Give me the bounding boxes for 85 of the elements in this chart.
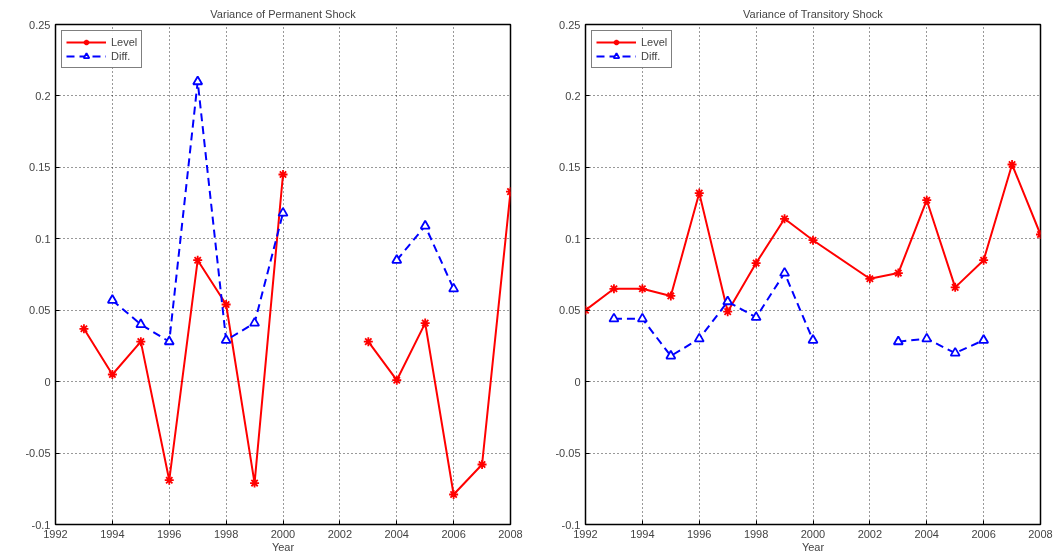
- x-tick-label: 2004: [384, 527, 409, 540]
- point: [277, 206, 289, 217]
- point: [106, 369, 118, 380]
- point: [921, 194, 933, 206]
- point: [362, 336, 374, 348]
- point: [864, 273, 876, 285]
- point: [892, 335, 904, 346]
- y-tick-label: 0.25: [29, 18, 51, 31]
- y-tick-label: 0.05: [29, 304, 51, 317]
- x-tick-label: 1994: [630, 527, 655, 540]
- point: [693, 332, 705, 343]
- y-tick-label: -0.05: [25, 447, 51, 460]
- point: [220, 334, 232, 344]
- x-tick-label: 2000: [800, 527, 826, 540]
- point: [419, 317, 431, 329]
- point: [722, 295, 734, 306]
- point: [636, 283, 648, 295]
- point: [949, 346, 961, 357]
- y-tick-label: 0: [574, 375, 581, 388]
- x-tick-label: 1998: [743, 527, 769, 540]
- chart-title: Variance of Permanent Shock: [210, 7, 357, 20]
- y-tick-label: 0.15: [29, 161, 51, 174]
- point: [807, 334, 819, 344]
- x-tick-label: 1998: [213, 527, 239, 540]
- x-tick-label: 2006: [971, 527, 996, 540]
- legend-label: Diff.: [111, 49, 131, 63]
- point: [665, 290, 677, 302]
- point: [665, 349, 677, 360]
- point: [722, 306, 734, 318]
- legend-label: Level: [641, 35, 668, 49]
- point: [476, 459, 488, 470]
- point: [779, 266, 790, 277]
- y-tick-label: 0.1: [35, 232, 51, 245]
- point: [135, 336, 147, 348]
- x-tick-label: 2002: [857, 527, 883, 540]
- x-tick-label: 2000: [270, 527, 296, 540]
- point: [750, 257, 762, 269]
- y-tick-label: 0.1: [565, 232, 581, 245]
- point: [391, 374, 403, 386]
- y-tick-label: 0.25: [559, 18, 581, 31]
- point: [78, 323, 90, 335]
- point: [807, 234, 819, 246]
- x-tick-label: 2004: [914, 527, 939, 540]
- point: [448, 489, 460, 500]
- x-tick-label: 1994: [100, 527, 125, 540]
- point: [419, 219, 431, 230]
- legend-label: Level: [111, 35, 138, 49]
- point: [892, 267, 904, 279]
- x-tick-label: 1996: [687, 527, 712, 540]
- point: [978, 334, 990, 344]
- y-tick-label: 0.05: [559, 304, 581, 317]
- point: [448, 282, 460, 293]
- y-tick-label: 0.2: [35, 89, 51, 102]
- point: [949, 281, 961, 293]
- point: [921, 332, 933, 343]
- point: [978, 254, 990, 266]
- chart-title: Variance of Transitory Shock: [743, 7, 884, 20]
- point: [608, 312, 620, 323]
- point: [779, 213, 790, 225]
- point: [220, 299, 232, 310]
- point: [277, 169, 289, 180]
- x-tick-label: 2006: [441, 527, 466, 540]
- point: [192, 75, 204, 86]
- x-tick-label: 1996: [157, 527, 182, 540]
- x-tick-label: 2008: [1028, 527, 1053, 540]
- x-tick-label: 2002: [327, 527, 353, 540]
- point: [163, 335, 175, 346]
- point: [1006, 159, 1018, 170]
- point: [391, 254, 403, 264]
- point: [135, 318, 147, 328]
- x-axis-title: Year: [801, 540, 825, 553]
- point: [192, 254, 204, 266]
- y-tick-label: 0.2: [565, 89, 581, 102]
- x-tick-label: 2008: [498, 527, 523, 540]
- legend-label: Diff.: [641, 49, 661, 63]
- y-tick-label: -0.05: [555, 447, 581, 460]
- point: [106, 294, 118, 304]
- point: [750, 311, 762, 321]
- point: [249, 316, 260, 327]
- point: [693, 187, 705, 199]
- y-tick-label: 0: [44, 375, 51, 388]
- y-tick-label: 0.15: [559, 161, 581, 174]
- x-axis-title: Year: [271, 540, 295, 553]
- point: [636, 312, 648, 323]
- point: [608, 283, 620, 295]
